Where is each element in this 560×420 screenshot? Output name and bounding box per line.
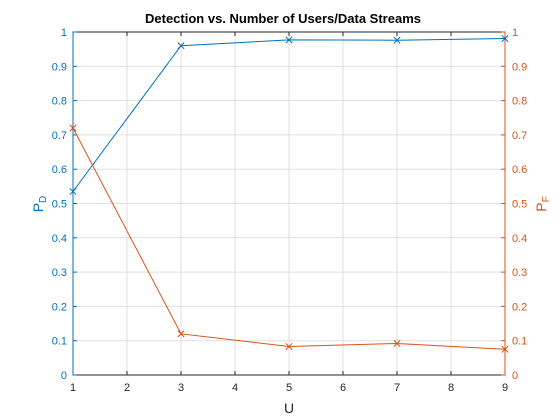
right-y-tick-label: 0.6	[512, 164, 527, 176]
x-tick-label: 2	[124, 382, 130, 394]
right-y-tick-label: 0.4	[512, 233, 527, 245]
marker-stroke	[285, 36, 293, 44]
left-y-tick-label: 0.6	[52, 164, 67, 176]
x-tick-label: 1	[70, 382, 76, 394]
right-y-axis-label-main: P	[533, 202, 549, 211]
series-1-point	[393, 36, 401, 44]
marker-stroke	[69, 124, 77, 132]
left-y-tick-label: 0	[61, 370, 67, 382]
series-2-point	[285, 342, 293, 351]
left-y-tick-label: 0.5	[52, 199, 67, 211]
marker-stroke	[393, 339, 401, 347]
right-y-axis-label-sub: F	[541, 196, 552, 202]
left-y-tick-label: 0.7	[52, 130, 67, 142]
marker-stroke	[501, 345, 509, 353]
right-y-tick-label: 0.1	[512, 336, 527, 348]
x-tick-label: 7	[394, 382, 400, 394]
x-tick-label: 9	[502, 382, 508, 394]
series-layer	[69, 34, 509, 353]
series-1-point	[177, 42, 185, 50]
marker-stroke	[177, 42, 185, 50]
right-y-tick-label: 0.9	[512, 61, 527, 73]
left-y-tick-label: 0.4	[52, 233, 67, 245]
left-y-tick-label: 1	[61, 27, 67, 39]
series-1-point	[69, 187, 77, 196]
left-y-tick-label: 0.9	[52, 61, 67, 73]
right-y-axis-label: PF	[533, 196, 552, 211]
right-y-tick-label: 1	[512, 27, 518, 39]
left-y-tick-label: 0.3	[52, 267, 67, 279]
series-2-point	[177, 330, 185, 338]
axes: 1 2 3 4 5 6 7 8 900.10.20.30.40.50.60.70.80.9100…	[52, 27, 528, 394]
left-y-tick-label: 0.1	[52, 336, 67, 348]
x-tick-label: 5	[286, 382, 292, 394]
right-y-tick-label: 0.8	[512, 96, 527, 108]
left-y-tick-label: 0.8	[52, 96, 67, 108]
right-y-tick-label: 0.7	[512, 130, 527, 142]
x-tick-label: 3	[178, 382, 184, 394]
left-y-axis-label: PD	[30, 196, 49, 213]
x-tick-label: 8	[448, 382, 454, 394]
right-y-tick-label: 0.2	[512, 301, 527, 313]
x-tick-label: 4	[232, 382, 238, 394]
left-y-axis-label-sub: D	[38, 196, 49, 203]
chart-title: Detection vs. Number of Users/Data Strea…	[145, 11, 421, 26]
series-1-point	[285, 36, 293, 44]
marker-stroke	[393, 36, 401, 44]
right-y-axis-label-text: PF	[533, 196, 552, 211]
right-y-tick-label: 0	[512, 370, 518, 382]
x-tick-label: 6	[340, 382, 346, 394]
left-y-tick-label: 0.2	[52, 301, 67, 313]
marker-stroke	[69, 187, 77, 196]
x-axis-label: U	[284, 400, 294, 416]
marker-stroke	[501, 34, 509, 43]
series-1-point	[501, 34, 509, 43]
series-2-point	[69, 124, 77, 132]
marker-stroke	[285, 342, 293, 351]
series-2-point	[393, 339, 401, 347]
marker-stroke	[177, 330, 185, 338]
left-y-axis-label-text: PD	[30, 196, 49, 213]
right-y-tick-label: 0.3	[512, 267, 527, 279]
grid	[72, 31, 506, 376]
series-2-point	[501, 345, 509, 353]
left-y-axis-label-main: P	[30, 203, 46, 212]
right-y-tick-label: 0.5	[512, 199, 527, 211]
